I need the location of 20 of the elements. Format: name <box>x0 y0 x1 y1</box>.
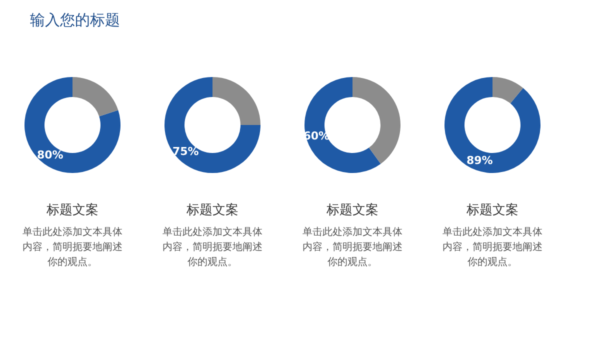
data-label: 89% <box>466 154 493 167</box>
text: 标题文案 <box>46 202 98 218</box>
text: 单击此处添加文本具体内容，简明扼要地阐述你的观点。 <box>442 226 542 268</box>
text: 输入您的标题 <box>30 11 120 29</box>
donut-slice <box>304 77 381 173</box>
donut-slice <box>212 77 260 125</box>
text: 标题文案 <box>326 202 378 218</box>
data-label: 75% <box>172 144 199 158</box>
text: 单击此处添加文本具体内容，简明扼要地阐述你的观点。 <box>22 226 122 268</box>
donut-slice <box>72 77 118 116</box>
donut-slice <box>444 77 540 173</box>
donut-slice <box>492 77 524 104</box>
donut-slice <box>24 77 120 173</box>
text: 标题文案 <box>466 202 518 218</box>
text: 单击此处添加文本具体内容，简明扼要地阐述你的观点。 <box>162 226 262 268</box>
data-label: 80% <box>36 148 64 162</box>
text: 标题文案 <box>186 202 238 218</box>
donut-slice <box>352 77 400 164</box>
text: 单击此处添加文本具体内容，简明扼要地阐述你的观点。 <box>302 226 402 268</box>
donut-slice <box>164 77 260 173</box>
